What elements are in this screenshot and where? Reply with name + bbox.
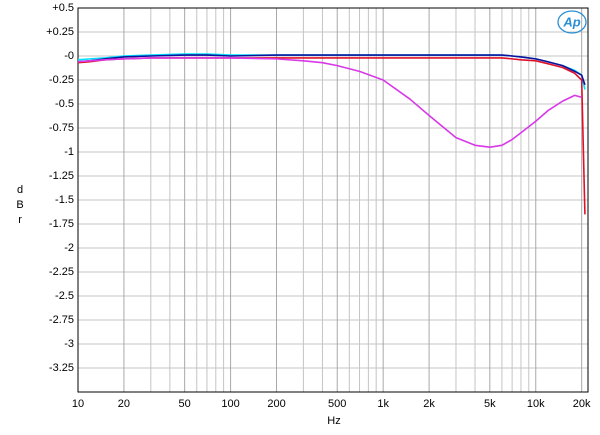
y-tick-label: -1.25 [49,170,74,182]
y-tick-label: -0 [64,50,74,62]
series-line [77,54,586,86]
y-tick-label: -2.75 [49,314,74,326]
y-tick-label: -2.5 [55,290,74,302]
x-tick-label: 5k [484,398,496,410]
y-axis-label: dBr [14,184,26,229]
y-tick-label: -0.25 [49,74,74,86]
x-tick-label: 200 [267,398,285,410]
series-line [77,57,586,215]
y-tick-label: -1.5 [55,194,74,206]
x-tick-label: 20 [118,398,130,410]
x-tick-label: 10 [72,398,84,410]
logo: Ap [562,14,580,29]
y-tick-label: -2 [64,242,74,254]
series-line [77,57,582,148]
y-tick-label: +0.5 [52,2,74,14]
x-axis-label: Hz [327,415,340,427]
y-tick-label: +0.25 [46,26,74,38]
x-tick-label: 100 [221,398,239,410]
x-tick-label: 10k [527,398,545,410]
y-tick-label: -3.25 [49,362,74,374]
y-tick-label: -1 [64,146,74,158]
plot-frame [77,7,589,393]
y-tick-label: -0.75 [49,122,74,134]
y-tick-label: -3 [64,338,74,350]
series-line [77,53,586,90]
x-tick-label: 1k [377,398,389,410]
x-tick-label: 20k [573,398,591,410]
y-tick-label: -1.75 [49,218,74,230]
y-tick-label: -0.5 [55,98,74,110]
x-tick-label: 2k [423,398,435,410]
y-tick-label: -2.25 [49,266,74,278]
logo-badge [557,10,587,34]
x-tick-label: 50 [179,398,191,410]
x-tick-label: 500 [328,398,346,410]
